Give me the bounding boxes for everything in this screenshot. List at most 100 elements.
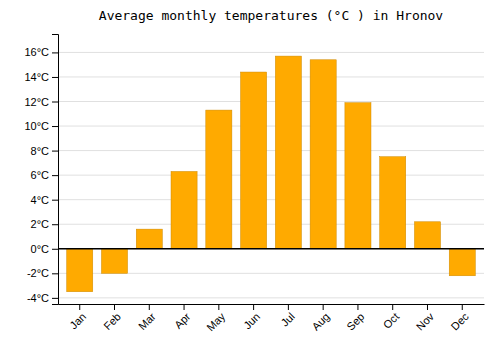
bar (206, 110, 232, 249)
x-tick-label: Dec (449, 310, 472, 333)
grid (58, 52, 484, 297)
bar (414, 222, 440, 249)
y-tick-mark (52, 298, 58, 299)
y-tick-label: 0°C (31, 243, 50, 255)
y-axis-line (52, 35, 59, 305)
x-tick-label: Nov (414, 310, 437, 333)
y-tick: 8°C (31, 145, 58, 157)
x-tick-label: Jun (241, 310, 262, 331)
y-axis: -4°C -2°C 0°C 2°C 4°C 6°C 8°C 10°C 12°C 14°C 16°C (24, 35, 58, 305)
x-tick-mark (79, 304, 80, 310)
x-tick-mark (218, 304, 219, 310)
bar (101, 249, 127, 274)
y-tick: 10°C (24, 120, 58, 132)
bars (58, 56, 484, 292)
chart-svg: -4°C -2°C 0°C 2°C 4°C 6°C 8°C 10°C 12°C 14°C 16°C J… (0, 0, 500, 350)
x-tick: Oct (381, 304, 402, 331)
y-tick: 4°C (31, 194, 58, 206)
y-tick-label: 6°C (31, 169, 50, 181)
y-tick-mark (52, 77, 58, 78)
x-tick-mark (323, 304, 324, 310)
x-tick: Feb (101, 304, 123, 332)
plot: -4°C -2°C 0°C 2°C 4°C 6°C 8°C 10°C 12°C 14°C 16°C J… (24, 35, 484, 334)
bar (67, 249, 93, 292)
x-tick: Apr (172, 304, 193, 331)
x-tick: Dec (449, 304, 472, 333)
x-tick-mark (462, 304, 463, 310)
grid-line (58, 52, 484, 53)
y-tick-mark (52, 102, 58, 103)
y-tick: -4°C (27, 292, 58, 304)
x-tick-mark (184, 304, 185, 310)
y-tick: -2°C (27, 267, 58, 279)
x-tick-label: Feb (101, 310, 123, 332)
grid-line (58, 175, 484, 176)
y-tick-label: 10°C (24, 120, 49, 132)
x-tick: May (204, 304, 228, 333)
x-tick: Nov (414, 304, 437, 333)
bar (449, 249, 475, 276)
x-tick-label: Jan (67, 310, 88, 331)
x-tick-label: Oct (381, 310, 402, 331)
x-tick: Jul (279, 304, 297, 329)
x-tick-label: Apr (172, 310, 193, 331)
y-tick-mark (52, 151, 58, 152)
grid-line (58, 126, 484, 127)
y-tick-label: -2°C (27, 267, 49, 279)
grid-line (58, 101, 484, 102)
bar (275, 56, 301, 249)
x-tick: Jan (67, 304, 88, 331)
x-tick: Mar (136, 304, 158, 332)
y-tick: 2°C (31, 218, 58, 230)
x-tick-label: May (204, 310, 228, 334)
y-tick-mark (52, 126, 58, 127)
x-tick-mark (357, 304, 358, 310)
x-tick: Sep (344, 304, 366, 333)
x-tick-label: Jul (279, 310, 297, 328)
y-tick: 12°C (24, 96, 58, 108)
bar (241, 72, 267, 249)
x-tick-mark (427, 304, 428, 310)
grid-line (58, 150, 484, 151)
bar (136, 229, 162, 249)
y-tick: 0°C (31, 243, 58, 255)
x-tick-mark (288, 304, 289, 310)
grid-line (58, 248, 484, 249)
y-tick-mark (52, 175, 58, 176)
y-tick: 16°C (24, 46, 58, 58)
x-tick: Jun (241, 304, 262, 331)
bar (310, 60, 336, 249)
y-tick-mark (52, 273, 58, 274)
y-tick-mark (52, 249, 58, 250)
grid-line (58, 199, 484, 200)
x-tick: Aug (309, 304, 331, 333)
bar (171, 171, 197, 248)
y-tick-label: 8°C (31, 145, 50, 157)
bar (380, 157, 406, 249)
x-tick-mark (392, 304, 393, 310)
y-tick-label: -4°C (27, 292, 49, 304)
y-tick-mark (52, 52, 58, 53)
baseline (58, 248, 484, 250)
y-tick: 14°C (24, 71, 58, 83)
y-tick-mark (52, 224, 58, 225)
bar (345, 103, 371, 249)
x-tick-mark (253, 304, 254, 310)
y-tick-label: 14°C (24, 71, 49, 83)
y-tick: 6°C (31, 169, 58, 181)
grid-line (58, 297, 484, 298)
grid-line (58, 76, 484, 77)
y-tick-label: 12°C (24, 96, 49, 108)
x-tick-label: Sep (344, 310, 366, 332)
y-tick-mark (52, 200, 58, 201)
x-axis: Jan Feb Mar Apr May Jun Jul Aug Sep Oct Nov Dec (59, 304, 485, 333)
x-tick-label: Mar (136, 310, 158, 332)
y-tick-label: 16°C (24, 46, 49, 58)
y-tick-label: 2°C (31, 218, 50, 230)
x-tick-mark (149, 304, 150, 310)
chart-root: -4°C -2°C 0°C 2°C 4°C 6°C 8°C 10°C 12°C 14°C 16°C J… (0, 0, 500, 350)
x-tick-mark (114, 304, 115, 310)
title: Average monthly temperatures (°C ) in Hr… (99, 8, 444, 23)
x-axis-line (59, 304, 485, 305)
y-tick-label: 4°C (31, 194, 50, 206)
